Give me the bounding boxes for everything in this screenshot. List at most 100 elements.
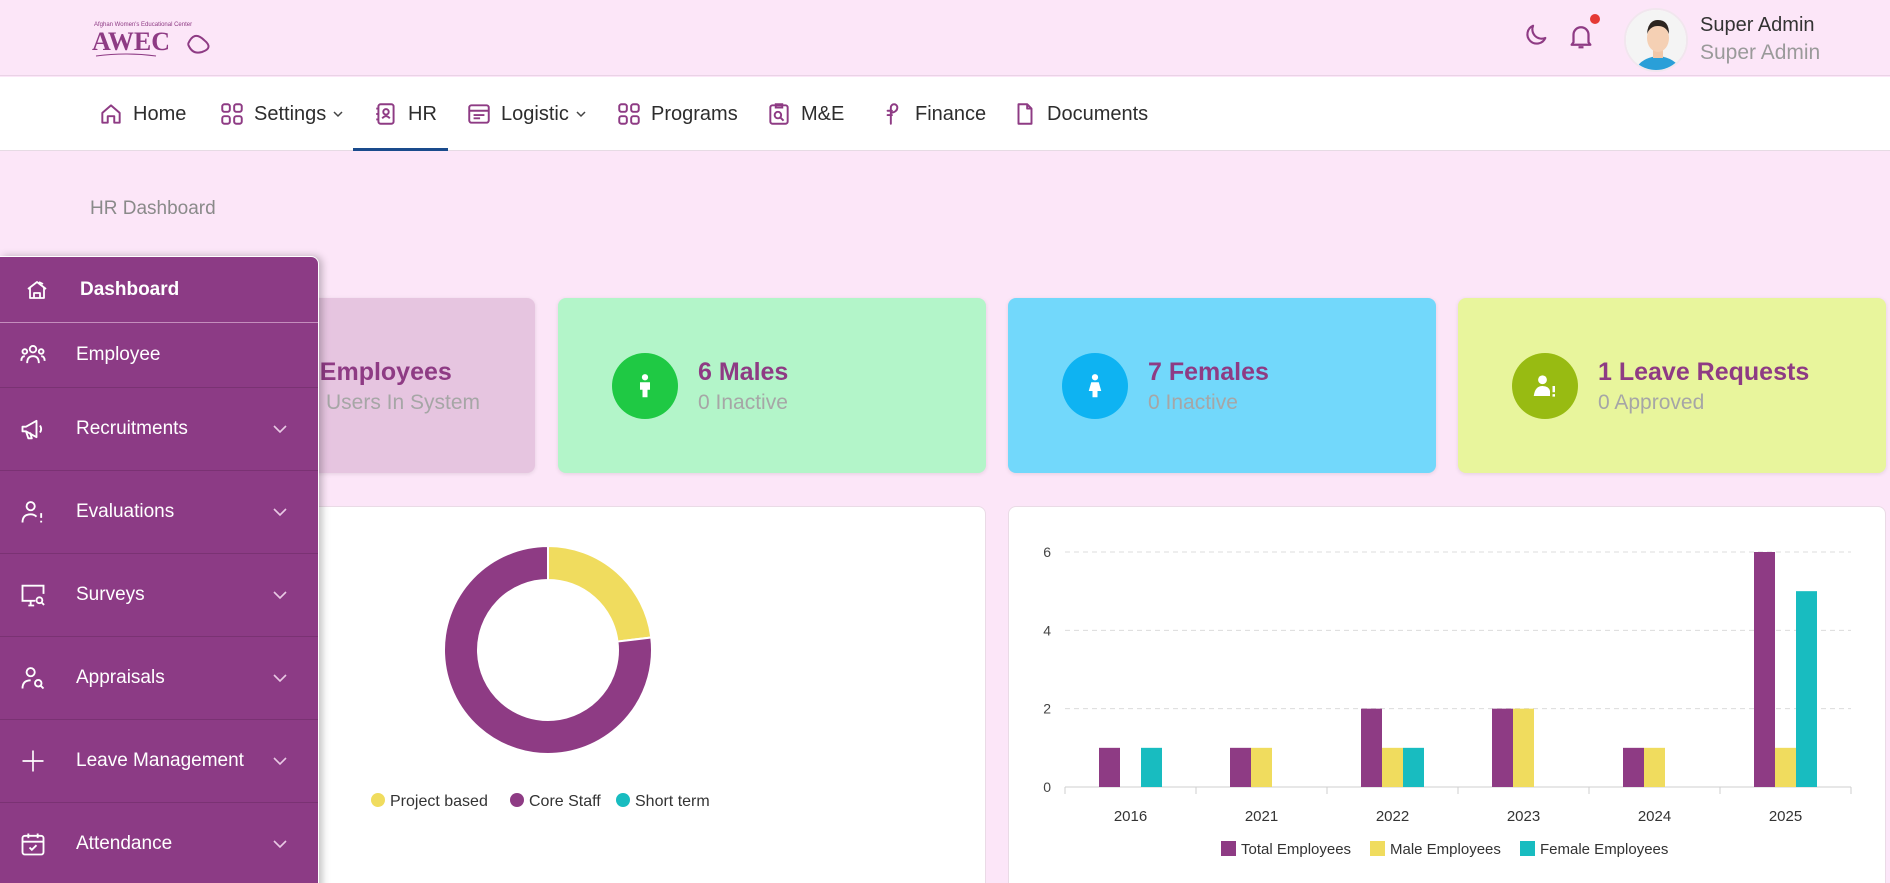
apps-icon bbox=[618, 103, 640, 125]
card-males[interactable]: 6 Males 0 Inactive bbox=[558, 298, 986, 473]
x-tick-label: 2025 bbox=[1769, 808, 1802, 825]
id-badge-icon bbox=[376, 103, 395, 125]
legend-swatch bbox=[1520, 841, 1535, 856]
card-leave-sub: 0 Approved bbox=[1598, 391, 1705, 414]
nav-documents-label: Documents bbox=[1047, 102, 1149, 125]
female-icon bbox=[1062, 353, 1128, 419]
y-tick-label: 2 bbox=[1043, 701, 1051, 717]
y-tick-label: 4 bbox=[1043, 622, 1051, 638]
bar-total-employees-2025[interactable] bbox=[1754, 552, 1775, 787]
bar-female-employees-2016[interactable] bbox=[1141, 747, 1162, 787]
card-females-sub: 0 Inactive bbox=[1148, 391, 1238, 414]
user-alert-icon bbox=[18, 497, 48, 527]
legend-swatch bbox=[510, 793, 524, 807]
nav-logistic[interactable]: Logistic bbox=[466, 77, 587, 151]
sidebar-dashboard-label: Dashboard bbox=[80, 278, 180, 300]
bar-male-employees-2022[interactable] bbox=[1382, 747, 1403, 787]
legend-item[interactable]: Project based bbox=[371, 793, 488, 810]
awec-logo[interactable]: Afghan Women's Educational Center AWEC bbox=[92, 18, 222, 60]
nav-programs-label: Programs bbox=[651, 102, 738, 125]
nav-hr[interactable]: HR bbox=[373, 77, 437, 151]
sidebar-item-appraisals[interactable]: Appraisals bbox=[0, 637, 318, 720]
grid-icon bbox=[221, 103, 243, 125]
chevron-down-icon bbox=[273, 425, 287, 434]
sidebar-item-surveys[interactable]: Surveys bbox=[0, 554, 318, 637]
sidebar-item-attendance[interactable]: Attendance bbox=[0, 803, 318, 883]
nav-documents[interactable]: Documents bbox=[1012, 77, 1148, 151]
y-tick-label: 6 bbox=[1043, 544, 1051, 560]
nav-finance[interactable]: Finance bbox=[880, 77, 986, 151]
plus-icon bbox=[18, 746, 48, 776]
card-males-sub: 0 Inactive bbox=[698, 391, 788, 414]
legend-label: Core Staff bbox=[529, 793, 601, 810]
sidebar-item-label: Appraisals bbox=[76, 667, 165, 688]
sidebar-item-leave-management[interactable]: Leave Management bbox=[0, 720, 318, 803]
dark-mode-moon-icon[interactable] bbox=[1522, 20, 1550, 55]
nav-programs[interactable]: Programs bbox=[616, 77, 738, 151]
legend-item[interactable]: Core Staff bbox=[510, 793, 601, 810]
avatar[interactable] bbox=[1624, 8, 1688, 72]
bar-male-employees-2025[interactable] bbox=[1775, 747, 1796, 787]
bar-total-employees-2021[interactable] bbox=[1230, 747, 1251, 787]
legend-item[interactable]: Short term bbox=[616, 793, 710, 810]
user-role: Super Admin bbox=[1700, 41, 1821, 64]
user-name: Super Admin bbox=[1700, 14, 1815, 36]
nav-settings-label: Settings bbox=[254, 102, 327, 125]
sidebar-item-label: Employee bbox=[76, 344, 161, 365]
chevron-down-icon bbox=[273, 840, 287, 849]
notification-dot bbox=[1590, 14, 1600, 24]
legend-label: Female Employees bbox=[1540, 841, 1668, 858]
user-search-icon bbox=[18, 663, 48, 693]
monitor-search-icon bbox=[18, 580, 48, 610]
donut-slice-project-based[interactable] bbox=[547, 544, 653, 643]
top-bar: Afghan Women's Educational Center AWEC S… bbox=[0, 0, 1890, 76]
nav-active-indicator bbox=[353, 148, 448, 151]
sidebar-item-employee[interactable]: Employee bbox=[0, 323, 318, 388]
home-icon bbox=[101, 104, 121, 124]
nav-me-label: M&E bbox=[801, 102, 845, 125]
legend-item[interactable]: Female Employees bbox=[1520, 841, 1668, 858]
nav-home[interactable]: Home bbox=[98, 77, 186, 151]
nav-settings[interactable]: Settings bbox=[219, 77, 344, 151]
sidebar-item-label: Evaluations bbox=[76, 501, 175, 522]
legend-item[interactable]: Total Employees bbox=[1221, 841, 1351, 858]
nav-home-label: Home bbox=[133, 102, 187, 125]
employment-type-donut-chart: Project based Core Staff Short term bbox=[371, 544, 710, 810]
notification-bell-icon[interactable] bbox=[1566, 20, 1596, 57]
chevron-down-icon bbox=[273, 757, 287, 766]
legend-swatch bbox=[371, 793, 385, 807]
x-tick-label: 2024 bbox=[1638, 808, 1671, 825]
card-leave-requests[interactable]: 1 Leave Requests 0 Approved bbox=[1458, 298, 1886, 473]
bar-female-employees-2022[interactable] bbox=[1403, 747, 1424, 787]
chevron-down-icon bbox=[273, 591, 287, 600]
employees-by-year-chart-panel: 0 2 4 6 2016 2021 2022 2023 2024 2025 Total Employ… bbox=[1008, 506, 1886, 883]
bar-total-employees-2022[interactable] bbox=[1361, 708, 1382, 787]
calendar-check-icon bbox=[18, 829, 48, 859]
list-box-icon bbox=[468, 104, 490, 124]
sidebar-item-evaluations[interactable]: Evaluations bbox=[0, 471, 318, 554]
users-icon bbox=[18, 340, 48, 370]
sidebar-dashboard[interactable]: Dashboard bbox=[0, 257, 318, 323]
document-icon bbox=[1017, 103, 1033, 125]
male-icon bbox=[612, 353, 678, 419]
chevron-down-icon bbox=[333, 111, 343, 118]
bar-male-employees-2023[interactable] bbox=[1513, 708, 1534, 787]
bar-total-employees-2024[interactable] bbox=[1623, 747, 1644, 787]
legend-swatch bbox=[616, 793, 630, 807]
nav-logistic-label: Logistic bbox=[501, 102, 569, 125]
donut-slice-core-staff[interactable] bbox=[443, 544, 653, 755]
legend-item[interactable]: Male Employees bbox=[1370, 841, 1501, 858]
bar-total-employees-2016[interactable] bbox=[1099, 747, 1120, 787]
bar-male-employees-2024[interactable] bbox=[1644, 747, 1665, 787]
sidebar-item-recruitments[interactable]: Recruitments bbox=[0, 388, 318, 471]
user-leave-icon bbox=[1512, 353, 1578, 419]
bar-total-employees-2023[interactable] bbox=[1492, 708, 1513, 787]
card-females[interactable]: 7 Females 0 Inactive bbox=[1008, 298, 1436, 473]
card-leave-title: 1 Leave Requests bbox=[1598, 358, 1810, 386]
bar-female-employees-2025[interactable] bbox=[1796, 591, 1817, 787]
nav-me[interactable]: M&E bbox=[766, 77, 844, 151]
nav-hr-label: HR bbox=[408, 102, 437, 125]
legend-swatch bbox=[1221, 841, 1236, 856]
legend-label: Male Employees bbox=[1390, 841, 1501, 858]
bar-male-employees-2021[interactable] bbox=[1251, 747, 1272, 787]
